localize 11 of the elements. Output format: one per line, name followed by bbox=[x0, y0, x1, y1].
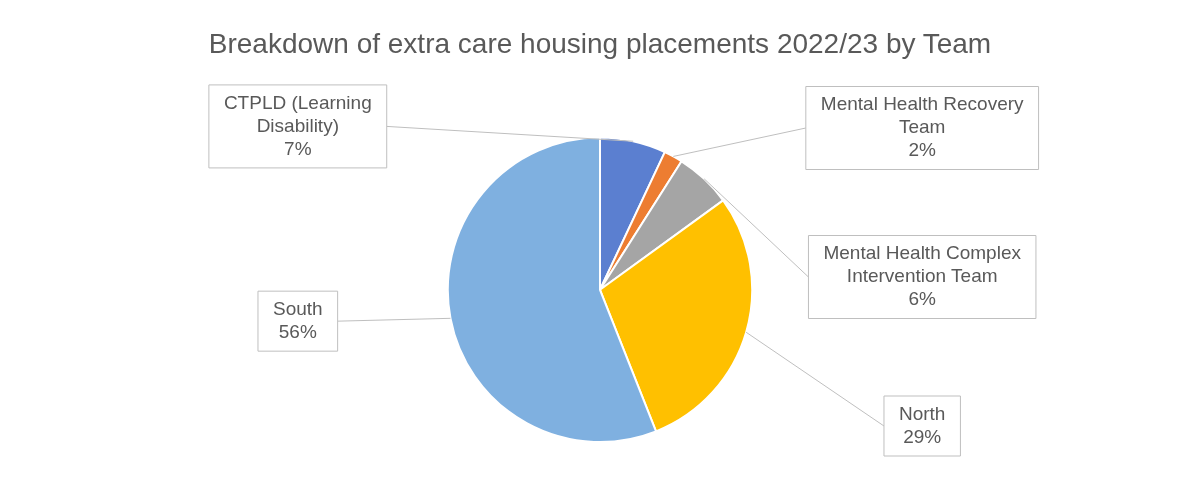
slice-label: CTPLD (Learning Disability) bbox=[223, 91, 372, 136]
data-label: 56% bbox=[278, 320, 317, 342]
slice-label: South bbox=[272, 297, 323, 319]
slice-label: North bbox=[898, 402, 946, 424]
data-label: 2% bbox=[908, 139, 937, 161]
data-label: 7% bbox=[284, 137, 312, 159]
data-label: 29% bbox=[903, 425, 942, 447]
data-label: 6% bbox=[908, 288, 937, 310]
slice-label: Mental Health Recovery Team bbox=[820, 93, 1025, 138]
slice-label: Mental Health Complex Intervention Team bbox=[823, 242, 1022, 287]
chart-title: Breakdown of extra care housing placements 2022/23 by Team bbox=[208, 27, 992, 59]
